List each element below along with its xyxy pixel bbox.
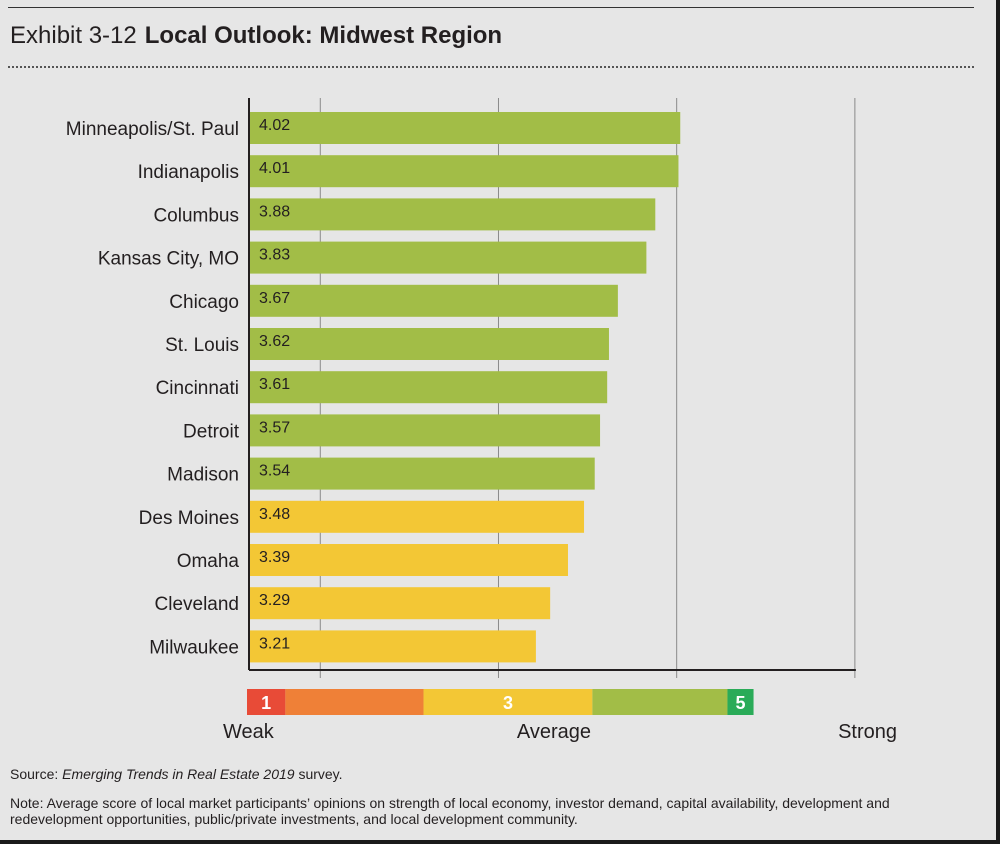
- frame-border-right: [996, 0, 1000, 844]
- category-label: Minneapolis/St. Paul: [66, 119, 239, 140]
- value-label: 3.54: [259, 463, 290, 480]
- source-prefix: Source:: [10, 766, 63, 782]
- top-rule: [8, 7, 974, 8]
- bar-chart: Minneapolis/St. Paul 4.02 Indianapolis 4.01…: [66, 98, 897, 743]
- bar: [249, 630, 536, 663]
- value-label: 3.67: [259, 290, 290, 307]
- scale-number: 3: [503, 693, 513, 713]
- exhibit-number: Exhibit 3-12: [10, 22, 137, 49]
- bar: [249, 587, 551, 620]
- value-label: 3.57: [259, 419, 290, 436]
- bar: [249, 500, 585, 533]
- source-suffix: survey.: [294, 766, 343, 782]
- category-label: Madison: [167, 465, 239, 486]
- category-label: Detroit: [183, 421, 240, 442]
- value-label: 3.48: [259, 506, 290, 523]
- scale-segment: [592, 689, 728, 715]
- source-title: Emerging Trends in Real Estate 2019: [62, 766, 295, 782]
- footnote: Note: Average score of local market part…: [10, 795, 890, 827]
- scale-segment: [727, 689, 754, 715]
- category-label: Cincinnati: [156, 378, 239, 399]
- category-label: Omaha: [177, 551, 240, 572]
- source-note: Source: Emerging Trends in Real Estate 2…: [10, 766, 343, 782]
- scale-segment: [285, 689, 424, 715]
- category-label: Kansas City, MO: [98, 249, 239, 270]
- category-label: Columbus: [153, 205, 239, 226]
- value-label: 3.21: [259, 635, 290, 652]
- category-label: Cleveland: [155, 594, 240, 615]
- bar: [249, 284, 618, 317]
- scale-legend: 1 3 5 Weak Average Strong: [223, 689, 897, 743]
- axes: [248, 98, 856, 671]
- bar: [249, 414, 601, 447]
- dotted-divider: [8, 66, 974, 68]
- value-label: 3.39: [259, 549, 290, 566]
- scale-number: 1: [261, 693, 271, 713]
- exhibit-title: Exhibit 3-12 Local Outlook: Midwest Regio…: [10, 22, 502, 50]
- category-label: Chicago: [169, 292, 239, 313]
- bar: [249, 112, 681, 144]
- category-label: Milwaukee: [149, 637, 239, 658]
- bar: [249, 544, 568, 576]
- value-label: 4.02: [259, 117, 290, 134]
- bar: [249, 198, 656, 231]
- category-label: Des Moines: [139, 508, 239, 529]
- value-label: 3.88: [259, 203, 290, 220]
- bar: [249, 328, 609, 360]
- scale-segment: [247, 689, 286, 715]
- category-label: Indianapolis: [138, 162, 239, 183]
- value-label: 3.29: [259, 592, 290, 609]
- scale-label: Strong: [838, 721, 897, 743]
- value-label: 4.01: [259, 160, 290, 177]
- frame-border-bottom: [0, 840, 1000, 844]
- scale-segment: [423, 689, 593, 715]
- bars: Minneapolis/St. Paul 4.02 Indianapolis 4.01…: [66, 112, 681, 663]
- value-label: 3.61: [259, 376, 290, 393]
- scale-label: Average: [517, 721, 591, 743]
- chart-title: Local Outlook: Midwest Region: [144, 22, 503, 49]
- bar: [249, 241, 647, 274]
- scale-number: 5: [735, 693, 745, 713]
- bar: [249, 155, 679, 188]
- scale-label: Weak: [223, 721, 275, 743]
- bar: [249, 371, 608, 404]
- value-label: 3.83: [259, 247, 290, 264]
- value-label: 3.62: [259, 333, 290, 350]
- bar: [249, 457, 595, 490]
- category-label: St. Louis: [165, 335, 239, 356]
